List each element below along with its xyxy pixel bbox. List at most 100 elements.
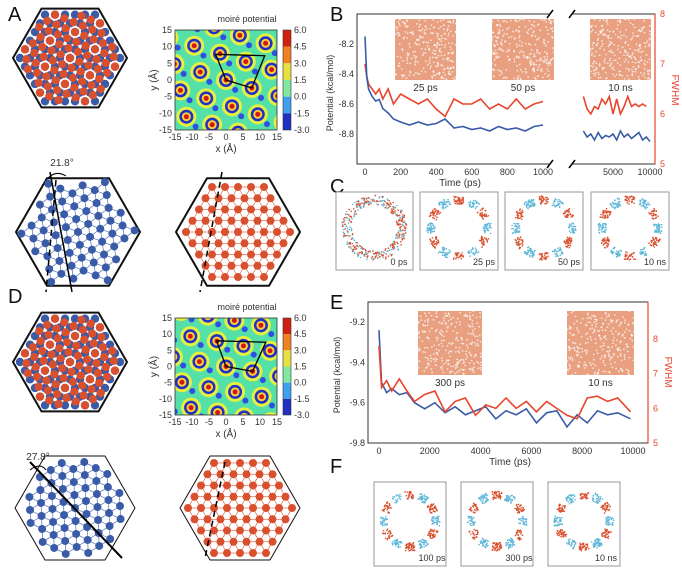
top-layer-atom [86,319,95,328]
diffraction-point [354,211,356,213]
potential-minimum-ring [201,0,215,8]
diffraction-point [438,204,441,206]
diffraction-point [456,252,459,254]
snapshot-atom [424,324,427,327]
y-axis-label: Potential (kcal/mol) [325,55,335,132]
potential-ring [159,255,168,264]
top-layer-atom [65,357,75,367]
diffraction-point [484,230,486,233]
snapshot-atom [602,336,605,339]
snapshot-atom [607,34,610,37]
snapshot-atom [608,30,611,33]
rotation-axis-dashed [204,461,226,559]
atom [229,537,238,546]
diffraction-point [372,199,374,201]
diffraction-point [380,200,382,203]
potential-minimum-ring [272,0,286,6]
x-tick-label: 10000 [637,167,662,177]
snapshot-atom [594,371,597,374]
snapshot-atom [623,34,625,37]
snapshot-atom [623,77,626,80]
diffraction-point [432,243,434,246]
snapshot-atom [648,69,651,72]
snapshot-atom [450,48,452,51]
top-layer-atom [40,62,50,71]
atom [46,466,55,475]
potential-ring [287,417,307,437]
snapshot-atom [432,19,435,21]
potential-maximum [241,156,246,161]
atom [61,223,70,232]
potential-ring [364,483,373,492]
potential-ring [239,154,248,163]
snapshot-atom [434,49,437,52]
snapshot-atom [427,359,430,361]
atom [247,182,255,191]
snapshot-atom [491,20,494,23]
top-layer-atom [68,73,78,82]
snapshot-atom [470,332,472,335]
snapshot-atom [628,356,631,359]
potential-ring [178,9,198,29]
atom [281,492,290,501]
diffraction-point [484,226,486,228]
atom [288,504,296,512]
atom [96,224,105,233]
snapshot-atom [549,63,552,65]
top-layer-atom [56,354,65,363]
snapshot-atom [472,310,475,313]
snapshot-atom [427,362,430,365]
atom [273,250,281,259]
colorbar-title: moiré potential [217,14,276,24]
atom [188,239,197,248]
snapshot-atom [627,345,629,348]
snapshot-atom [451,71,454,73]
diffraction-point [486,241,489,243]
atom [249,549,257,558]
potential-ring [158,7,167,16]
potential-minimum-ring [175,350,180,364]
diffraction-point [389,245,392,248]
x-tick-label: 600 [464,167,479,177]
snapshot-atom [444,323,447,325]
diffraction-point [430,242,433,245]
snapshot-atom [623,337,626,339]
potential-spot [214,8,220,14]
snapshot-atom [492,53,495,56]
snapshot-atom [414,56,417,59]
snapshot-atom [631,37,634,40]
snapshot-atom [399,18,402,21]
potential-ring [341,498,361,518]
potential-spot [197,341,204,348]
diffraction-point [455,254,458,257]
potential-maximum [313,154,318,159]
potential-minimum-ring [140,146,154,160]
snapshot-atom [547,74,550,76]
potential-ring [203,318,212,321]
top-layer-atom [54,399,63,409]
diffraction-point [574,225,577,228]
diffraction-point [402,216,404,219]
atom [61,549,70,558]
potential-ring [122,167,131,176]
diffraction-point [443,199,446,201]
diffraction-point [386,203,389,205]
potential-spot [287,453,293,459]
top-layer-atom [48,360,58,369]
potential-minimum-ring [108,112,122,126]
y2-axis-label: FWHM [669,74,680,105]
top-layer-atom [78,21,88,31]
snapshot-atom [472,368,474,371]
snapshot-atom [441,331,444,333]
snapshot-atom [461,349,464,352]
snapshot-atom [551,36,554,39]
potential-maximum [384,464,389,469]
snapshot-atom [447,313,450,316]
atom [240,239,249,248]
snapshot-atom [522,18,525,21]
y2-tick-label: 7 [653,369,658,379]
snapshot-atom [639,71,642,74]
diffraction-point [453,257,455,259]
snapshot-atom [592,353,595,356]
potential-maximum [357,460,362,465]
